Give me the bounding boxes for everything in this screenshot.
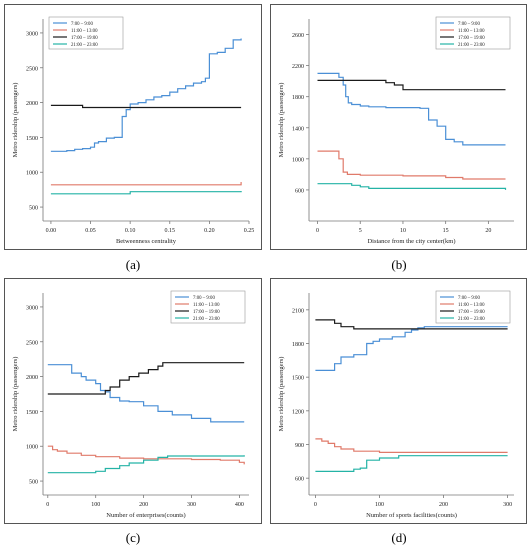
- chart-c-y-tick-label: 1000: [26, 445, 38, 451]
- chart-d-x-tick-label: 0: [314, 502, 317, 508]
- chart-d-legend-label: 17:00 – 19:00: [458, 310, 485, 315]
- chart-b-x-axis-label: Distance from the city center(km): [367, 238, 455, 245]
- chart-c-series-line-2: [47, 362, 245, 395]
- chart-a-y-axis-label: Metro ridership (passengers): [12, 83, 19, 158]
- chart-a-x-tick-label: 0.20: [204, 228, 215, 234]
- panel-d: 600 900 1200 1500 1800 2100 0 100 200 300 Number o…: [270, 278, 527, 524]
- chart-c-y-tick-label: 2500: [26, 340, 38, 346]
- chart-b-x-tick-label: 5: [359, 228, 362, 234]
- chart-c-series-line-1: [47, 445, 245, 465]
- chart-b-y-tick-label: 2600: [292, 33, 304, 39]
- chart-c-legend-label: 7:00 – 9:00: [193, 296, 215, 301]
- chart-c: 500 1000 1500 2000 2500 3000 0 100 200 300 400 Numb…: [12, 290, 249, 519]
- chart-c-x-tick-label: 0: [46, 502, 49, 508]
- chart-b-y-axis-label: Metro ridership (passengers): [278, 83, 285, 158]
- chart-d-y-tick-label: 2100: [292, 308, 304, 314]
- chart-a-x-tick-label: 0.25: [244, 228, 255, 234]
- chart-d-series-line-3: [315, 455, 508, 472]
- chart-d-y-tick-label: 1200: [292, 409, 304, 415]
- chart-c-series-line-0: [47, 364, 245, 423]
- chart-d-y-tick-label: 900: [295, 443, 304, 449]
- chart-c-legend-label: 11:00 – 13:00: [193, 303, 220, 308]
- chart-d-x-axis-label: Number of sports facilities(counts): [366, 512, 457, 519]
- chart-b-y-tick-label: 600: [295, 188, 304, 194]
- chart-d-y-tick-label: 1800: [292, 342, 304, 348]
- chart-a-y-tick-label: 3000: [26, 31, 38, 37]
- chart-d-x-tick-label: 300: [503, 502, 512, 508]
- chart-d-series-line-1: [315, 438, 508, 453]
- panel-label-c: (c): [125, 530, 141, 545]
- chart-d-legend-label: 21:00 – 23:00: [458, 317, 485, 322]
- chart-b-x-tick-label: 15: [443, 228, 449, 234]
- chart-d-legend-label: 7:00 – 9:00: [458, 296, 480, 301]
- panel-label-d: (d): [391, 530, 407, 545]
- chart-a-x-axis-label: Betweenness centrality: [116, 238, 177, 245]
- chart-c-y-tick-label: 1500: [26, 410, 38, 416]
- chart-b-series-line-3: [317, 183, 507, 190]
- chart-b-x-tick-label: 10: [400, 228, 406, 234]
- panel-label-b: (b): [391, 257, 407, 272]
- chart-c-y-tick-label: 3000: [26, 305, 38, 311]
- chart-d-y-tick-label: 1500: [292, 376, 304, 382]
- chart-a-x-tick-label: 0.15: [165, 228, 176, 234]
- chart-a-series-line-1: [50, 182, 242, 186]
- chart-c-y-tick-label: 500: [29, 480, 38, 486]
- panel-b: 600 1000 1400 1800 2200 2600 0 5 10 15 20 Distance …: [270, 4, 527, 250]
- panel-label-a: (a): [125, 257, 141, 272]
- chart-a-x-tick-label: 0.00: [46, 228, 57, 234]
- chart-c-y-axis-label: Metro ridership (passengers): [12, 357, 19, 432]
- chart-c-x-tick-label: 300: [187, 502, 196, 508]
- chart-a-y-tick-label: 1000: [26, 171, 38, 177]
- chart-b-x-tick-label: 0: [316, 228, 319, 234]
- chart-b-legend-label: 21:00 – 23:00: [458, 43, 485, 48]
- chart-a-y-tick-label: 1500: [26, 136, 38, 142]
- chart-d-legend-label: 11:00 – 13:00: [458, 303, 485, 308]
- chart-a-series-line-0: [50, 38, 242, 152]
- chart-b-y-tick-label: 1000: [292, 157, 304, 163]
- chart-b: 600 1000 1400 1800 2200 2600 0 5 10 15 20 Distance …: [278, 16, 514, 245]
- chart-c-x-tick-label: 400: [235, 502, 244, 508]
- chart-c-legend-label: 17:00 – 19:00: [193, 310, 220, 315]
- chart-a: 500 1000 1500 2000 2500 3000 0.00 0.05 0.10 0.15 0…: [12, 16, 255, 245]
- chart-c-x-tick-label: 200: [139, 502, 148, 508]
- chart-d-x-tick-label: 100: [375, 502, 384, 508]
- chart-b-series-line-1: [317, 150, 506, 180]
- chart-b-legend-label: 7:00 – 9:00: [458, 22, 480, 27]
- chart-b-legend-label: 17:00 – 19:00: [458, 36, 485, 41]
- chart-a-legend-label: 7:00 – 9:00: [71, 22, 93, 27]
- chart-b-y-tick-label: 1800: [292, 95, 304, 101]
- chart-d: 600 900 1200 1500 1800 2100 0 100 200 300 Number o…: [278, 290, 514, 519]
- chart-a-x-tick-label: 0.10: [125, 228, 136, 234]
- chart-d-series-line-0: [315, 326, 508, 371]
- chart-c-x-tick-label: 100: [91, 502, 100, 508]
- chart-b-series-line-2: [317, 79, 506, 91]
- chart-b-y-tick-label: 1400: [292, 126, 304, 132]
- chart-c-legend-label: 21:00 – 23:00: [193, 317, 220, 322]
- chart-a-legend-label: 21:00 – 23:00: [71, 43, 98, 48]
- chart-c-series-line-3: [47, 455, 245, 474]
- chart-d-x-tick-label: 200: [439, 502, 448, 508]
- chart-a-series-line-3: [50, 191, 242, 195]
- chart-a-x-tick-label: 0.05: [85, 228, 96, 234]
- panel-c: 500 1000 1500 2000 2500 3000 0 100 200 300 400 Numb…: [4, 278, 262, 524]
- chart-a-y-tick-label: 2500: [26, 66, 38, 72]
- panel-a: 500 1000 1500 2000 2500 3000 0.00 0.05 0.10 0.15 0…: [4, 4, 262, 250]
- chart-b-x-tick-label: 20: [485, 228, 491, 234]
- chart-d-series-line-2: [315, 319, 508, 330]
- chart-c-x-axis-label: Number of enterprises(counts): [106, 512, 185, 519]
- chart-b-legend-label: 11:00 – 13:00: [458, 29, 485, 34]
- chart-a-legend-label: 17:00 – 19:00: [71, 36, 98, 41]
- chart-b-y-tick-label: 2200: [292, 64, 304, 70]
- chart-a-legend-label: 11:00 – 13:00: [71, 29, 98, 34]
- chart-d-y-axis-label: Metro ridership (passengers): [278, 357, 285, 432]
- chart-a-series-line-2: [50, 104, 242, 109]
- chart-a-y-tick-label: 500: [29, 206, 38, 212]
- chart-b-series-line-0: [317, 72, 506, 146]
- chart-c-y-tick-label: 2000: [26, 375, 38, 381]
- chart-a-y-tick-label: 2000: [26, 101, 38, 107]
- chart-d-y-tick-label: 600: [295, 477, 304, 483]
